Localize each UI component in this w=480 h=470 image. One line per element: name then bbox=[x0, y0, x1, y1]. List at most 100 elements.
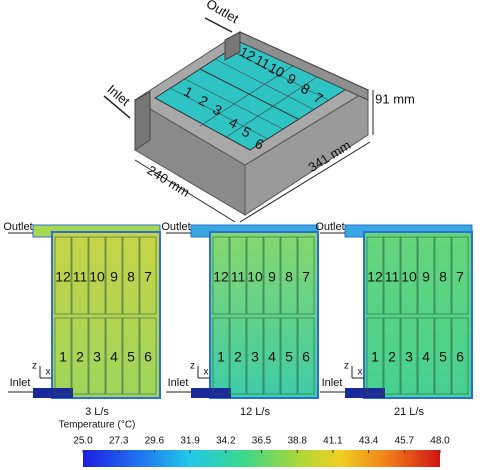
cell bbox=[71, 236, 89, 315]
cell-label: 11 bbox=[231, 269, 246, 285]
colorbar-tick-label: 48.0 bbox=[430, 436, 450, 447]
cell bbox=[54, 236, 72, 315]
cell bbox=[417, 317, 435, 395]
cell-label: 10 bbox=[401, 269, 417, 285]
cell bbox=[383, 317, 401, 395]
cell-label: 1 bbox=[59, 349, 67, 365]
cell-label: 12 bbox=[237, 43, 258, 65]
cell bbox=[280, 317, 298, 395]
label-outlet: Outlet bbox=[204, 0, 242, 26]
cell-label: 12 bbox=[367, 269, 383, 285]
cell bbox=[212, 317, 230, 395]
cell bbox=[451, 317, 469, 395]
cell bbox=[366, 317, 384, 395]
label-outlet: Outlet bbox=[315, 221, 344, 233]
colorbar bbox=[83, 450, 440, 467]
cell-label: 6 bbox=[456, 349, 464, 365]
cell-label: 6 bbox=[144, 349, 152, 365]
cell-label: 4 bbox=[110, 349, 118, 365]
cell-label: 6 bbox=[302, 349, 310, 365]
cell bbox=[71, 317, 89, 395]
cell bbox=[280, 236, 298, 315]
cell-label: 8 bbox=[439, 269, 447, 285]
inlet-plenum bbox=[33, 388, 73, 398]
axis-x-label: x bbox=[46, 367, 51, 378]
cell bbox=[263, 317, 281, 395]
cell-label: 12 bbox=[55, 269, 71, 285]
caption: 21 L/s bbox=[394, 406, 424, 418]
cell-label: 2 bbox=[76, 349, 84, 365]
cell bbox=[139, 317, 157, 395]
cell bbox=[229, 236, 247, 315]
cell-label: 5 bbox=[285, 349, 293, 365]
cell-label: 9 bbox=[268, 269, 276, 285]
cell bbox=[366, 236, 384, 315]
cell bbox=[54, 317, 72, 395]
cell-label: 3 bbox=[93, 349, 101, 365]
inlet-plenum bbox=[345, 388, 385, 398]
colorbar-tick-label: 29.6 bbox=[145, 436, 165, 447]
cell bbox=[246, 317, 264, 395]
label-outlet: Outlet bbox=[3, 221, 32, 233]
inlet-plenum bbox=[191, 388, 231, 398]
cell-label: 11 bbox=[73, 269, 88, 285]
cell-label: 9 bbox=[422, 269, 430, 285]
cell-label: 11 bbox=[385, 269, 400, 285]
cell-label: 7 bbox=[144, 269, 152, 285]
label-height: 91 mm bbox=[375, 91, 415, 106]
colorbar-tick-label: 25.0 bbox=[73, 436, 93, 447]
colorbar-tick-label: 34.2 bbox=[216, 436, 236, 447]
cell-label: 7 bbox=[456, 269, 464, 285]
colorbar-title: Temperature (°C) bbox=[59, 420, 136, 431]
colorbar-tick-label: 31.9 bbox=[180, 436, 200, 447]
cell-label: 8 bbox=[285, 269, 293, 285]
cell-label: 3 bbox=[405, 349, 413, 365]
cell-label: 11 bbox=[252, 51, 273, 72]
cell-label: 8 bbox=[127, 269, 135, 285]
cell bbox=[297, 317, 315, 395]
cell bbox=[105, 317, 123, 395]
cell-label: 5 bbox=[127, 349, 135, 365]
label-inlet: Inlet bbox=[104, 82, 133, 110]
colorbar-tick-label: 36.5 bbox=[252, 436, 272, 447]
cell-label: 9 bbox=[110, 269, 118, 285]
cell bbox=[105, 236, 123, 315]
cell-label: 4 bbox=[422, 349, 430, 365]
axis-x-label: x bbox=[358, 367, 363, 378]
cell bbox=[434, 317, 452, 395]
axis-z-label: z bbox=[344, 361, 349, 372]
cell bbox=[434, 236, 452, 315]
caption: 3 L/s bbox=[85, 406, 109, 418]
cell bbox=[212, 236, 230, 315]
cell bbox=[246, 236, 264, 315]
cell bbox=[88, 317, 106, 395]
battery-pack-3d bbox=[103, 17, 374, 223]
cell-label: 3 bbox=[251, 349, 259, 365]
cell bbox=[297, 236, 315, 315]
colorbar-tick-label: 38.8 bbox=[287, 436, 307, 447]
cell-label: 1 bbox=[217, 349, 225, 365]
cell bbox=[229, 317, 247, 395]
cell bbox=[122, 317, 140, 395]
axis-z-label: z bbox=[32, 361, 37, 372]
label-inlet: Inlet bbox=[10, 377, 31, 389]
colorbar-tick-label: 41.1 bbox=[323, 436, 343, 447]
cell-label: 10 bbox=[89, 269, 105, 285]
colorbar-ticks: 25.0 27.3 29.6 31.9 34.2 36.5 38.8 41.1 43.4 45.7… bbox=[73, 436, 450, 453]
cell-label: 4 bbox=[268, 349, 276, 365]
cell bbox=[383, 236, 401, 315]
cell-label: 2 bbox=[234, 349, 242, 365]
cell-label: 10 bbox=[266, 59, 287, 81]
cell bbox=[400, 236, 418, 315]
cell bbox=[417, 236, 435, 315]
cell bbox=[88, 236, 106, 315]
colorbar-tick-label: 27.3 bbox=[109, 436, 129, 447]
cell-label: 12 bbox=[213, 269, 229, 285]
cell bbox=[122, 236, 140, 315]
cell bbox=[451, 236, 469, 315]
cell-label: 5 bbox=[439, 349, 447, 365]
